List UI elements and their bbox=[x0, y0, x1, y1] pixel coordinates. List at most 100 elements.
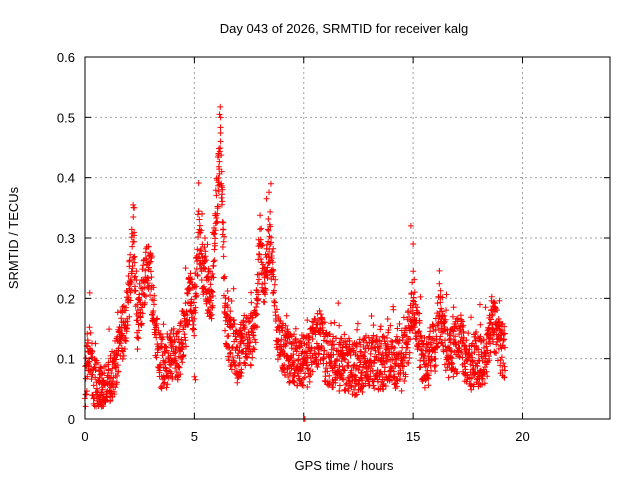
data-point bbox=[410, 241, 417, 248]
data-point bbox=[365, 345, 372, 352]
data-point bbox=[432, 368, 439, 375]
data-point bbox=[482, 350, 489, 357]
data-point bbox=[108, 369, 115, 376]
data-point bbox=[474, 376, 481, 383]
data-point bbox=[417, 293, 424, 300]
data-point bbox=[94, 359, 101, 366]
data-point bbox=[106, 326, 113, 333]
data-point bbox=[151, 301, 158, 308]
data-point bbox=[137, 314, 144, 321]
data-point bbox=[395, 353, 402, 360]
data-point bbox=[111, 391, 118, 398]
data-point bbox=[257, 212, 264, 219]
data-point bbox=[209, 270, 216, 277]
data-point bbox=[145, 243, 152, 250]
data-point bbox=[345, 388, 352, 395]
data-point bbox=[315, 351, 322, 358]
data-point bbox=[489, 311, 496, 318]
data-point bbox=[498, 354, 505, 361]
data-point bbox=[281, 350, 288, 357]
data-point bbox=[292, 325, 299, 332]
data-point bbox=[92, 367, 99, 374]
data-point bbox=[246, 339, 253, 346]
data-point bbox=[278, 336, 285, 343]
data-point bbox=[473, 328, 480, 335]
data-point bbox=[92, 340, 99, 347]
data-point bbox=[107, 397, 114, 404]
data-point bbox=[460, 337, 467, 344]
data-point bbox=[372, 371, 379, 378]
data-point bbox=[127, 289, 134, 296]
data-point bbox=[127, 297, 134, 304]
data-point bbox=[291, 379, 298, 386]
data-point bbox=[493, 350, 500, 357]
data-point bbox=[138, 320, 145, 327]
data-point bbox=[501, 330, 508, 337]
data-point bbox=[361, 349, 368, 356]
data-point bbox=[184, 290, 191, 297]
data-point bbox=[414, 329, 421, 336]
data-point bbox=[474, 363, 481, 370]
data-point bbox=[90, 382, 97, 389]
data-point bbox=[442, 367, 449, 374]
data-point bbox=[299, 382, 306, 389]
data-point bbox=[416, 320, 423, 327]
data-point bbox=[275, 337, 282, 344]
data-point bbox=[463, 346, 470, 353]
data-point bbox=[225, 296, 232, 303]
data-point bbox=[247, 318, 254, 325]
data-point bbox=[323, 360, 330, 367]
data-point bbox=[336, 382, 343, 389]
data-point bbox=[217, 129, 224, 136]
data-point bbox=[384, 315, 391, 322]
data-point bbox=[291, 358, 298, 365]
data-point bbox=[109, 365, 116, 372]
data-point bbox=[436, 336, 443, 343]
data-point bbox=[414, 304, 421, 311]
data-point bbox=[190, 299, 197, 306]
data-point bbox=[390, 306, 397, 313]
data-point bbox=[306, 378, 313, 385]
data-point bbox=[128, 286, 135, 293]
data-point bbox=[304, 384, 311, 391]
data-point bbox=[271, 287, 278, 294]
data-point bbox=[137, 321, 144, 328]
data-point bbox=[86, 358, 93, 365]
data-point bbox=[434, 300, 441, 307]
data-point bbox=[217, 145, 224, 152]
data-point bbox=[221, 233, 228, 240]
data-point bbox=[186, 286, 193, 293]
data-point bbox=[217, 103, 224, 110]
data-point bbox=[105, 367, 112, 374]
data-point bbox=[195, 180, 202, 187]
data-point bbox=[114, 372, 121, 379]
data-point bbox=[160, 380, 167, 387]
data-point bbox=[406, 349, 413, 356]
y-axis-ticks: 0 0.1 0.2 0.3 0.4 0.5 0.6 bbox=[57, 50, 610, 427]
data-point bbox=[438, 305, 445, 312]
data-point bbox=[367, 350, 374, 357]
data-point bbox=[131, 238, 138, 245]
x-tick-label: 15 bbox=[406, 429, 420, 444]
data-point bbox=[326, 380, 333, 387]
data-point bbox=[261, 299, 268, 306]
data-point bbox=[192, 304, 199, 311]
data-point bbox=[304, 354, 311, 361]
x-axis-label: GPS time / hours bbox=[295, 458, 394, 473]
data-point bbox=[132, 287, 139, 294]
data-point bbox=[365, 376, 372, 383]
data-point bbox=[254, 300, 261, 307]
data-point bbox=[130, 214, 137, 221]
data-point bbox=[240, 325, 247, 332]
y-tick-label: 0.5 bbox=[57, 110, 75, 125]
data-point bbox=[172, 355, 179, 362]
data-point bbox=[207, 297, 214, 304]
data-point bbox=[165, 374, 172, 381]
data-point bbox=[460, 322, 467, 329]
data-point bbox=[188, 296, 195, 303]
data-point bbox=[427, 362, 434, 369]
data-point bbox=[354, 362, 361, 369]
data-point bbox=[499, 366, 506, 373]
data-point bbox=[360, 383, 367, 390]
data-point bbox=[407, 336, 414, 343]
